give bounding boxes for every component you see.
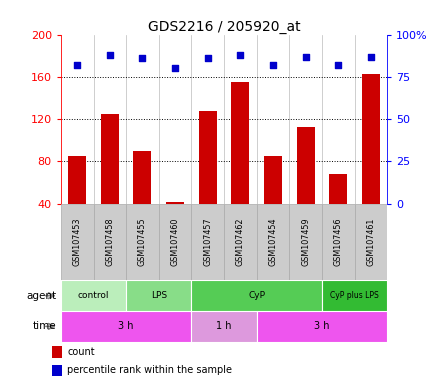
Bar (52, 364, 62, 376)
Bar (321, 280, 386, 311)
Bar (263, 156, 281, 204)
Bar (101, 114, 118, 204)
Bar (256, 204, 289, 280)
Point (334, 62, 341, 68)
Point (237, 52, 243, 58)
Point (269, 62, 276, 68)
Bar (133, 151, 151, 204)
Text: LPS: LPS (150, 291, 167, 300)
Bar (93, 204, 126, 280)
Title: GDS2216 / 205920_at: GDS2216 / 205920_at (148, 20, 299, 33)
Bar (68, 156, 86, 204)
Text: GSM107460: GSM107460 (170, 218, 179, 266)
Text: 3 h: 3 h (118, 321, 134, 331)
Bar (198, 111, 216, 204)
Bar (191, 280, 321, 311)
Bar (158, 204, 191, 280)
Text: GSM107458: GSM107458 (105, 218, 114, 266)
Point (367, 53, 374, 60)
Point (139, 55, 146, 61)
Text: GSM107457: GSM107457 (203, 218, 212, 266)
Bar (329, 174, 346, 204)
Text: control: control (78, 291, 109, 300)
Bar (224, 204, 256, 280)
Bar (191, 204, 224, 280)
Bar (354, 204, 386, 280)
Bar (361, 74, 379, 204)
Text: GSM107459: GSM107459 (300, 218, 309, 266)
Bar (61, 311, 191, 342)
Text: CyP plus LPS: CyP plus LPS (329, 291, 378, 300)
Bar (52, 346, 62, 358)
Text: GSM107454: GSM107454 (268, 218, 277, 266)
Bar (296, 127, 314, 204)
Point (106, 52, 113, 58)
Bar (256, 311, 386, 342)
Text: GSM107453: GSM107453 (72, 218, 82, 266)
Text: time: time (33, 321, 56, 331)
Text: CyP: CyP (247, 291, 265, 300)
Text: agent: agent (26, 291, 56, 301)
Bar (61, 280, 126, 311)
Text: GSM107455: GSM107455 (138, 218, 147, 266)
Bar (126, 280, 191, 311)
Bar (166, 202, 184, 204)
Bar (231, 82, 249, 204)
Bar (61, 204, 93, 280)
Point (204, 55, 211, 61)
Text: GSM107461: GSM107461 (365, 218, 375, 266)
Text: percentile rank within the sample: percentile rank within the sample (67, 366, 232, 376)
Bar (191, 311, 256, 342)
Point (302, 53, 309, 60)
Text: 3 h: 3 h (313, 321, 329, 331)
Bar (321, 204, 354, 280)
Point (74, 62, 81, 68)
Text: GSM107456: GSM107456 (333, 218, 342, 266)
Bar (289, 204, 321, 280)
Text: GSM107462: GSM107462 (235, 218, 244, 266)
Bar (126, 204, 158, 280)
Text: 1 h: 1 h (216, 321, 231, 331)
Point (171, 65, 178, 71)
Text: count: count (67, 347, 95, 357)
